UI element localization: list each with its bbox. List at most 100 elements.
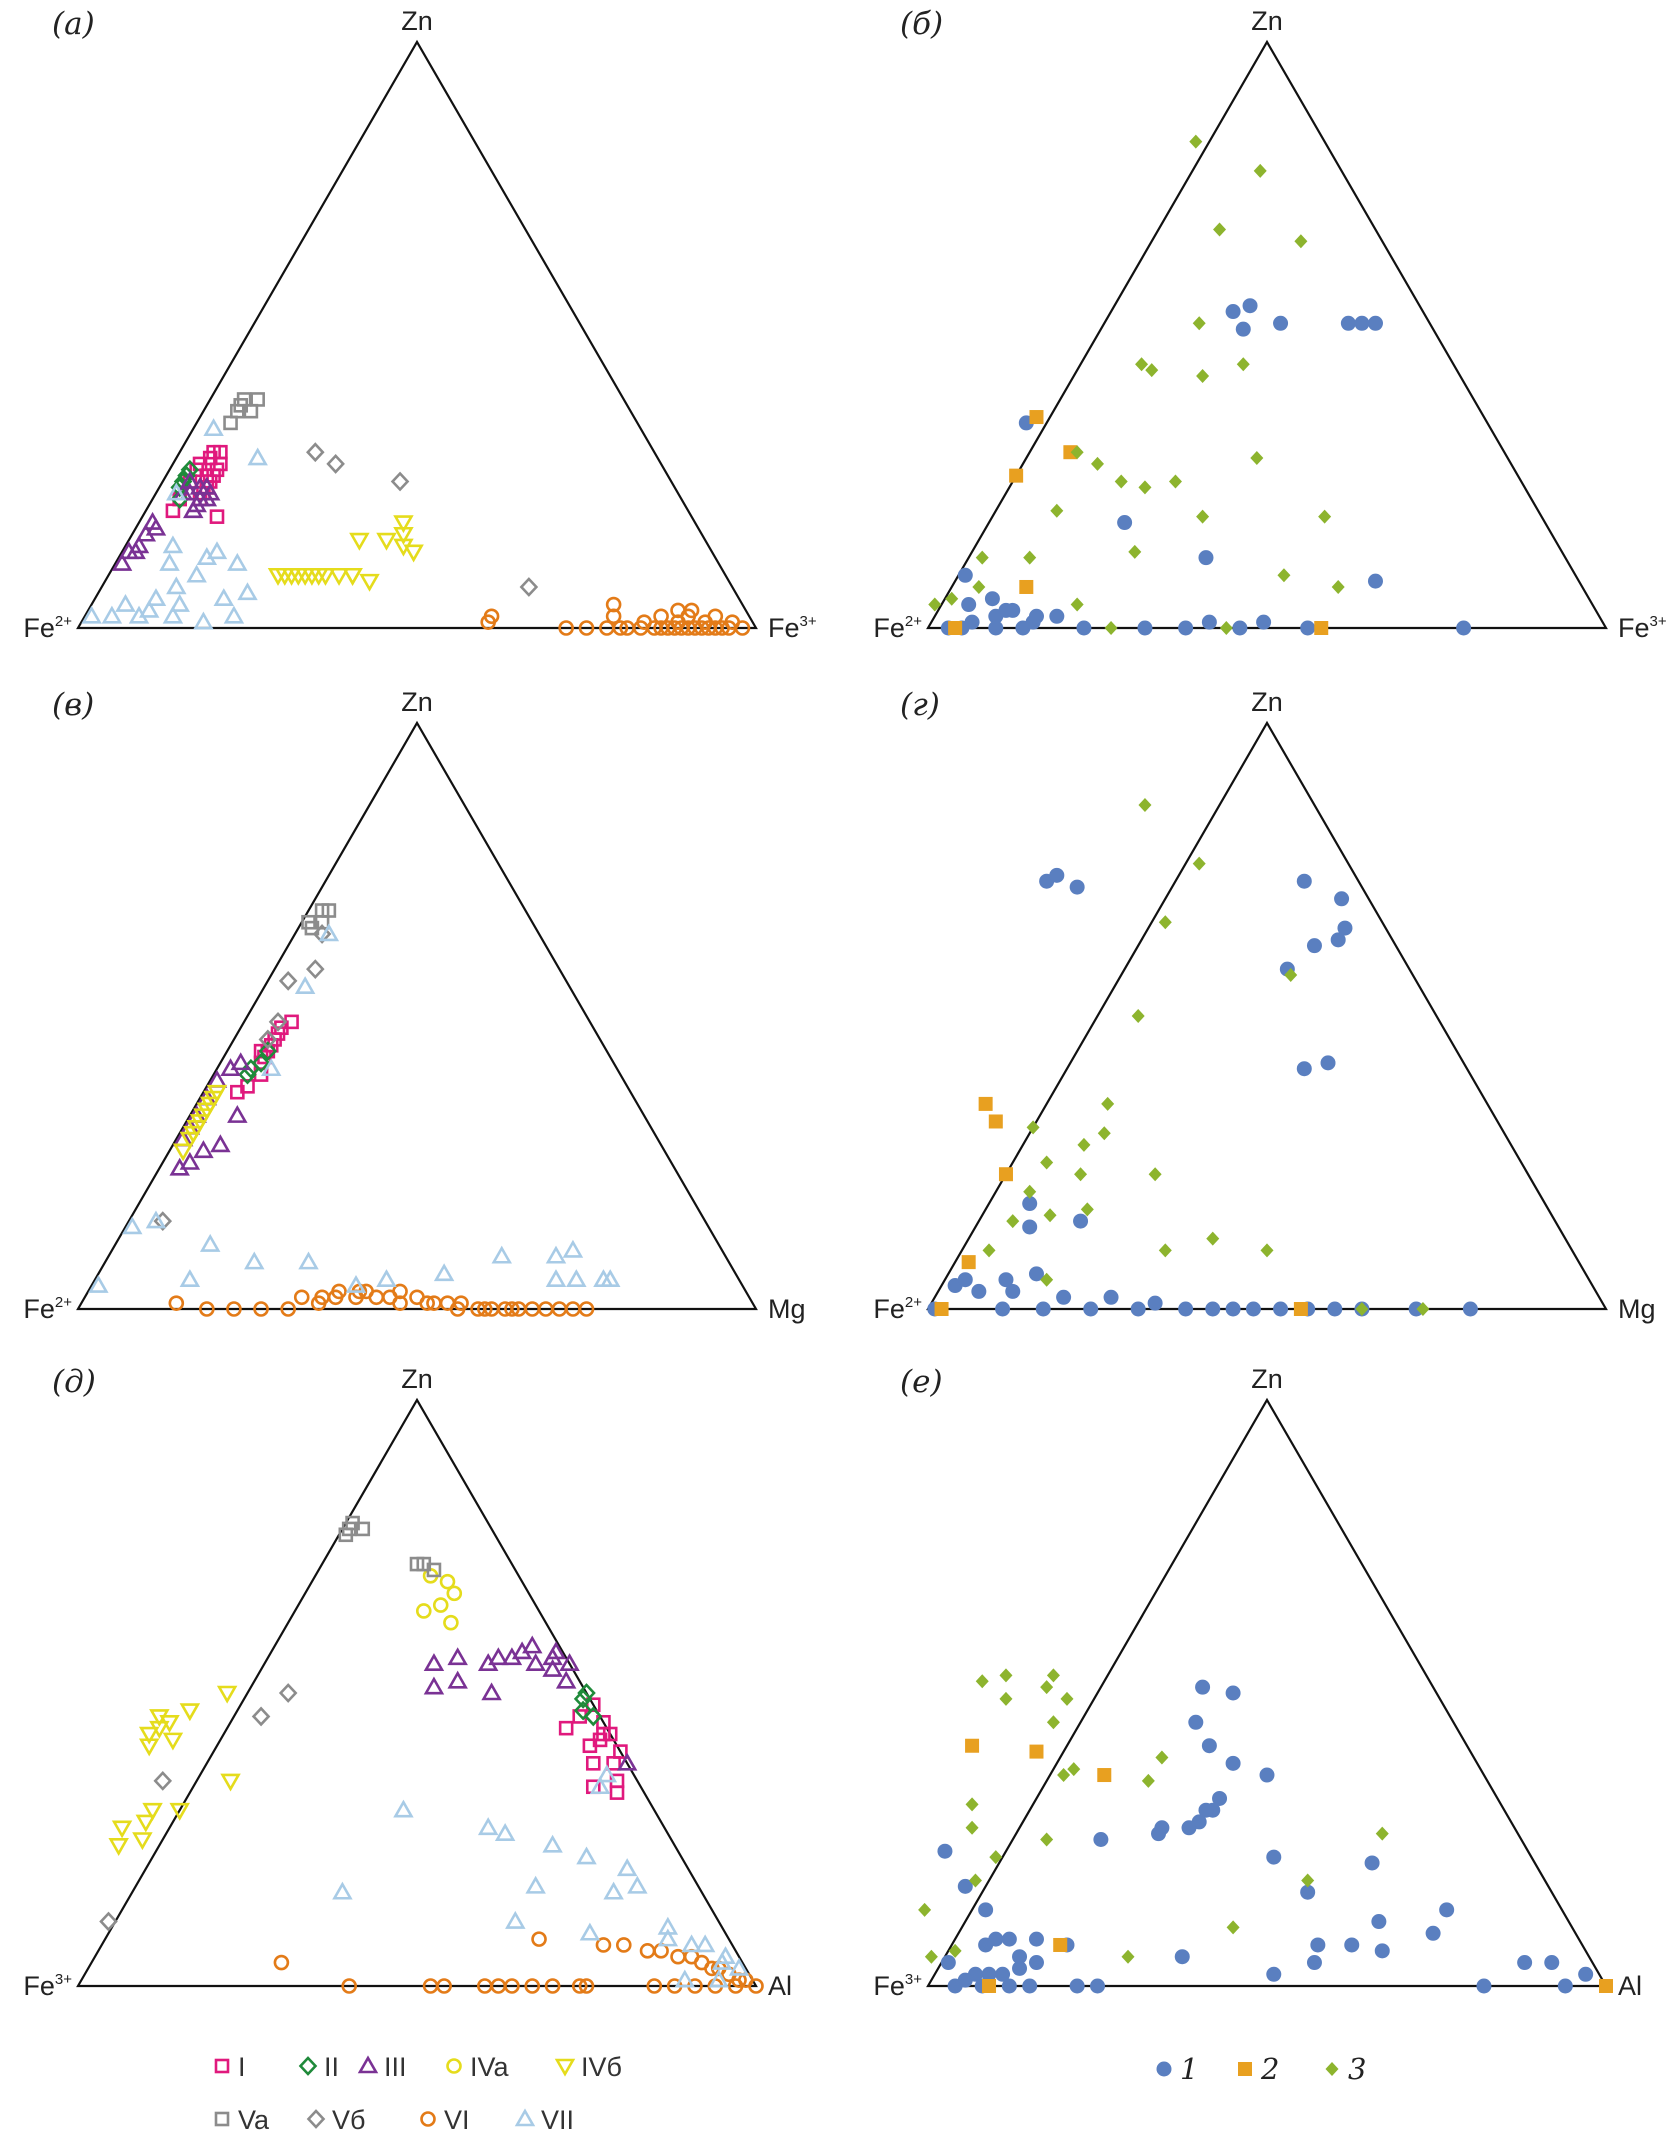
vertex-label-right-text: Al	[768, 1971, 792, 2001]
data-point-g1	[1028, 1266, 1044, 1282]
data-point-g1	[1408, 1301, 1424, 1317]
legend-item-II: II	[298, 2052, 339, 2082]
data-point-g1	[1137, 620, 1153, 636]
data-point-g1	[1076, 620, 1092, 636]
data-point-g3	[989, 1850, 1003, 1865]
series-IVb	[172, 1084, 228, 1162]
data-point-g3	[1141, 1773, 1155, 1788]
data-point-g1	[998, 1272, 1014, 1288]
data-point-VI	[341, 1978, 358, 1994]
vertex-label-top-text: Zn	[1251, 1364, 1283, 1394]
legend-marker-IVa	[446, 2058, 462, 2074]
ternary-triangle	[76, 720, 758, 1311]
data-point-g1	[1340, 315, 1356, 331]
data-point-Vb	[519, 577, 539, 597]
data-point-I	[230, 1084, 245, 1100]
data-point-Vb	[278, 1683, 298, 1703]
data-point-g1	[1093, 1832, 1109, 1847]
data-point-IVb	[342, 567, 363, 586]
data-point-g1	[1462, 1301, 1478, 1317]
data-point-g3	[1138, 798, 1152, 813]
data-point-VI	[327, 1289, 344, 1306]
data-point-g1	[1205, 1301, 1221, 1317]
legend-marker-III	[357, 2055, 379, 2074]
data-point-g1	[1195, 1679, 1211, 1695]
data-point-g3	[1135, 357, 1149, 372]
data-point-g3	[1138, 480, 1152, 495]
data-point-VII	[545, 1269, 567, 1287]
data-point-VII	[494, 1823, 516, 1841]
data-point-g2	[1599, 1979, 1613, 1993]
vertex-label-right-text: Mg	[1618, 1294, 1656, 1324]
vertex-label-right-sup: 3+	[1650, 613, 1667, 630]
data-point-Vb	[153, 1770, 173, 1791]
data-point-g1	[1425, 1925, 1441, 1941]
legend-label: 2	[1260, 2052, 1279, 2086]
data-point-VII	[708, 1969, 729, 1988]
data-point-Va	[250, 392, 265, 407]
data-point-III	[230, 1052, 251, 1071]
legend-marker-IVb	[554, 2058, 576, 2077]
data-point-IVb	[111, 1820, 133, 1839]
data-point-VI	[531, 1931, 547, 1947]
data-point-g1	[1578, 1966, 1594, 1982]
data-point-III	[522, 1635, 543, 1654]
data-point-g1	[1344, 1937, 1360, 1953]
data-point-g1	[1273, 1301, 1289, 1317]
series-g2	[948, 410, 1329, 635]
data-point-g3	[1355, 1302, 1369, 1316]
data-point-g1	[1151, 1826, 1167, 1842]
data-point-g1	[1327, 1301, 1343, 1317]
vertex-label-left-text: Fe	[873, 1971, 905, 2001]
data-point-IVa	[415, 1603, 432, 1619]
data-point-g3	[1158, 915, 1172, 930]
legend-item-g3: 3	[1325, 2052, 1366, 2086]
data-point-g2	[965, 1738, 980, 1753]
data-point-g1	[1273, 315, 1289, 331]
data-point-III	[555, 1670, 577, 1689]
legend-marker-VII	[514, 2108, 536, 2127]
series-g1	[927, 867, 1478, 1317]
data-point-g3	[1060, 1691, 1074, 1706]
series-III	[111, 470, 221, 571]
vertex-label-left: Fe2+	[23, 613, 72, 643]
data-point-g1	[961, 597, 977, 613]
data-point-g1	[1232, 620, 1248, 636]
data-point-VI	[504, 1301, 520, 1317]
data-point-VII	[115, 593, 136, 612]
series-VII	[88, 923, 621, 1293]
data-point-g1	[1049, 867, 1065, 883]
data-point-VI	[199, 1301, 215, 1317]
data-point-VII	[616, 1858, 638, 1877]
series-Vb	[306, 442, 539, 597]
data-point-Va	[314, 903, 330, 918]
data-point-IVb	[189, 1114, 211, 1133]
data-point-IVb	[403, 544, 424, 563]
data-point-g3	[1148, 1167, 1162, 1182]
series-VI	[168, 1283, 595, 1317]
data-point-g3	[1070, 445, 1084, 460]
data-point-g3	[1206, 1231, 1220, 1246]
data-point-g3	[1226, 1920, 1240, 1935]
data-point-VII	[179, 1269, 201, 1287]
data-point-g1	[1306, 1955, 1322, 1971]
data-point-VII	[294, 976, 316, 995]
data-point-g1	[957, 567, 973, 583]
data-point-Vb	[258, 1029, 278, 1050]
vertex-label-top: Zn	[1251, 1364, 1283, 1394]
data-point-g1	[1266, 1849, 1282, 1865]
data-point-II	[573, 1688, 593, 1709]
data-point-IVb	[179, 1703, 201, 1722]
data-point-VII	[227, 552, 248, 571]
data-point-g1	[1012, 1960, 1028, 1976]
data-point-g1	[1028, 608, 1044, 624]
data-point-VI	[578, 620, 595, 636]
data-point-VII	[505, 1910, 526, 1929]
data-point-VII	[599, 1269, 621, 1287]
vertex-label-top-text: Zn	[401, 1364, 433, 1394]
legend-marker-g1	[1156, 2061, 1172, 2077]
data-point-g2	[982, 1979, 997, 1993]
data-point-VI	[273, 1954, 290, 1971]
data-point-g1	[1198, 1802, 1214, 1818]
data-point-III	[227, 1104, 248, 1123]
